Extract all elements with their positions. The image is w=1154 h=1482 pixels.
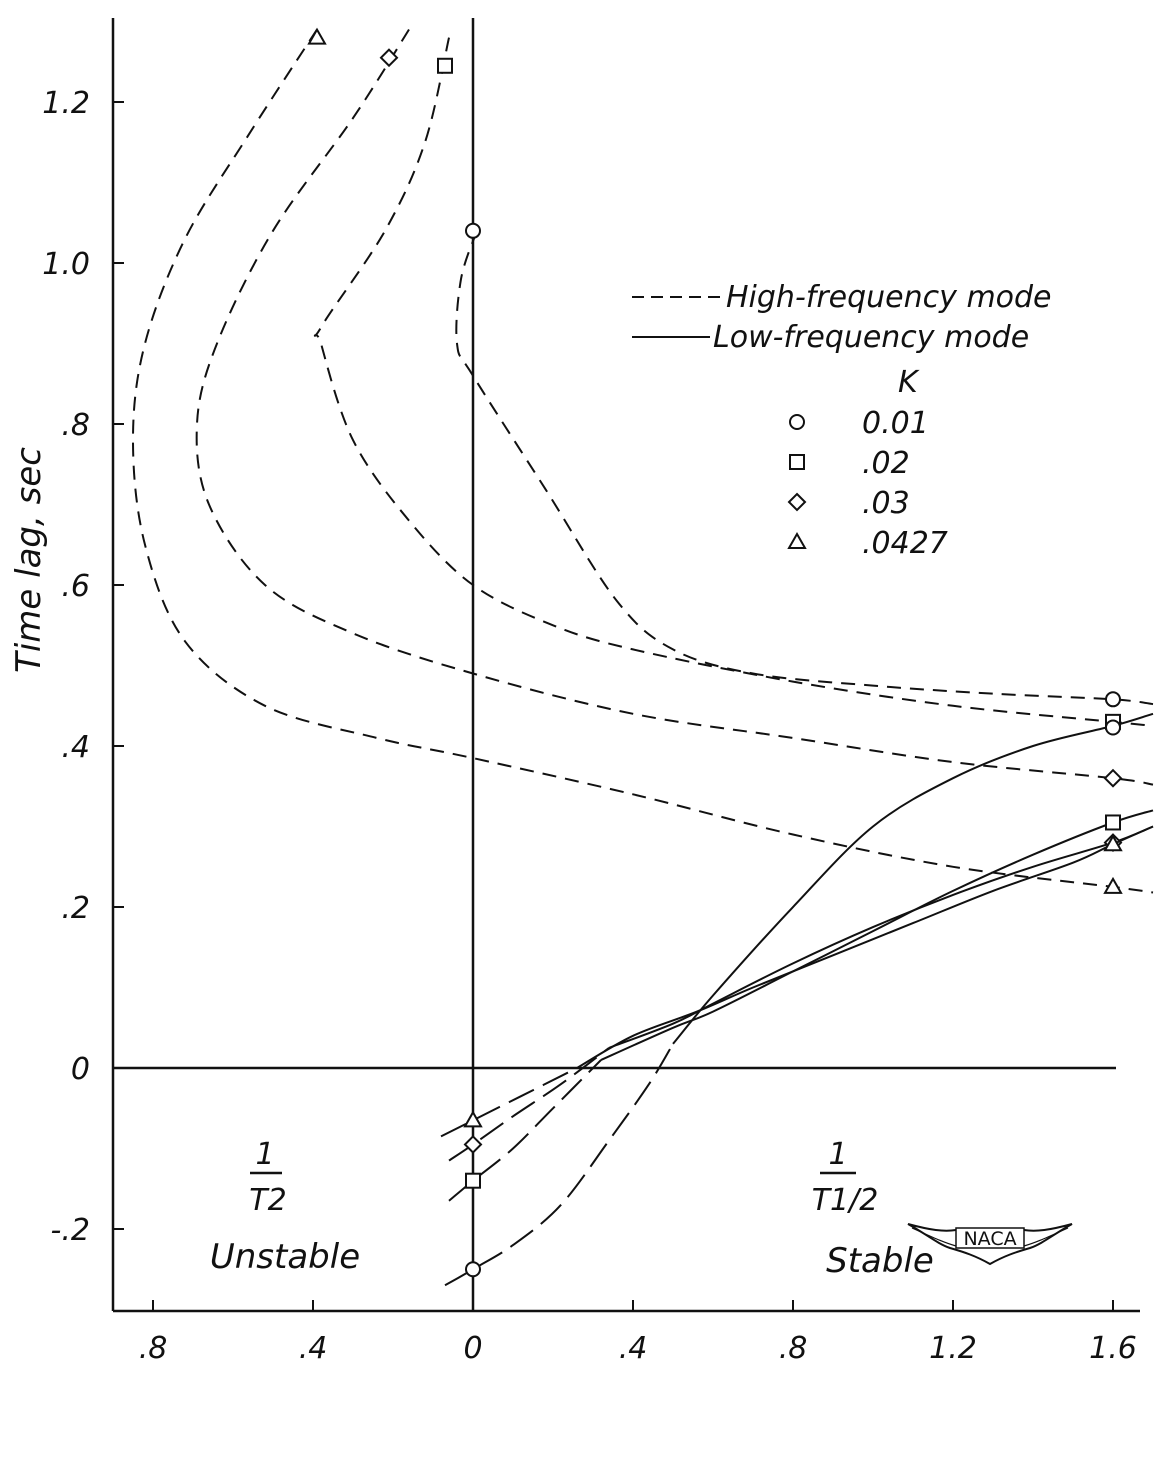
legend-k-label-diamond: .03 <box>862 486 910 521</box>
legend-high-frequency-label: High-frequency mode <box>726 280 1052 315</box>
y-tick-label: 1.0 <box>42 247 90 282</box>
series-line-lf-triangle <box>576 825 1154 1069</box>
y-axis-title: Time lag, sec <box>9 447 49 673</box>
x-label-stable-numerator: 1 <box>828 1137 847 1172</box>
x-label-unstable-denominator: T2 <box>249 1183 286 1218</box>
legend-k-marker-triangle <box>787 531 807 549</box>
point-lf-circle <box>465 1261 481 1278</box>
x-label-unstable: 1 T2 Unstable <box>210 1137 360 1277</box>
point-hf-diamond <box>379 48 399 68</box>
y-tick-label: .8 <box>61 408 90 443</box>
series-line-lf-square-negative <box>448 1059 602 1202</box>
x-label-stable: 1 T1/2 Stable <box>812 1137 934 1281</box>
series-line-hf-diamond <box>195 28 1154 786</box>
point-hf-triangle <box>1103 876 1123 894</box>
legend-k-marker-circle <box>789 414 805 430</box>
x-tick-label: 1.6 <box>1089 1331 1137 1366</box>
naca-logo: NACA <box>907 1223 1073 1266</box>
series-line-lf-diamond-negative <box>448 1047 610 1162</box>
x-tick-label: .8 <box>139 1331 168 1366</box>
legend-k-label-triangle: .0427 <box>862 526 948 561</box>
point-hf-diamond <box>1103 768 1123 788</box>
naca-logo-text: NACA <box>963 1228 1016 1250</box>
x-label-stable-denominator: T1/2 <box>812 1183 879 1218</box>
y-tick-label: 0 <box>71 1052 90 1087</box>
y-tick-label: 1.2 <box>42 86 90 121</box>
point-hf-circle <box>1105 691 1121 708</box>
series-line-hf-square <box>313 37 1154 727</box>
x-label-unstable-numerator: 1 <box>255 1137 274 1172</box>
y-tick-label: .6 <box>61 569 90 604</box>
series-line-hf-circle <box>455 230 1154 706</box>
x-tick-label: .8 <box>779 1331 808 1366</box>
point-lf-square <box>465 1172 481 1189</box>
plot-area: .8 .4 0 .4 .8 1.2 1.6 1.2 1.0 .8 .6 .4 .2 0 -.2 <box>42 18 1154 1366</box>
x-label-stable-caption: Stable <box>826 1241 934 1281</box>
x-tick-label: 1.2 <box>929 1331 977 1366</box>
legend-k-entries: 0.01 .02 .03 .0427 <box>787 406 948 561</box>
legend-k-label-circle: 0.01 <box>862 406 929 441</box>
point-lf-diamond <box>463 1135 483 1154</box>
x-tick-label: .4 <box>299 1331 328 1366</box>
y-tick-label: -.2 <box>51 1213 90 1248</box>
point-hf-circle <box>465 222 481 239</box>
legend-k-marker-square <box>789 454 805 470</box>
point-lf-circle <box>1105 719 1121 736</box>
y-tick-label: .4 <box>61 730 90 765</box>
legend-low-frequency-label: Low-frequency mode <box>713 320 1029 355</box>
x-tick-label: 0 <box>463 1331 482 1366</box>
series-line-lf-square <box>600 809 1154 1061</box>
series-line-hf-triangle <box>131 28 1154 894</box>
legend-k-label-square: .02 <box>862 446 910 481</box>
legend-k-header: K <box>898 365 920 400</box>
y-tick-label: .2 <box>61 891 90 926</box>
legend: High-frequency mode Low-frequency mode K… <box>632 280 1052 561</box>
point-lf-triangle <box>1103 834 1123 852</box>
series-line-lf-circle <box>672 712 1154 1045</box>
point-lf-square <box>1105 814 1121 831</box>
legend-k-marker-diamond <box>787 492 807 512</box>
x-label-unstable-caption: Unstable <box>210 1237 360 1277</box>
series-line-lf-circle-negative <box>444 1043 674 1287</box>
point-hf-triangle <box>307 27 327 45</box>
point-hf-square <box>437 57 453 74</box>
point-lf-triangle <box>463 1110 483 1128</box>
series-line-lf-diamond <box>608 825 1154 1049</box>
series-line-lf-triangle-negative <box>440 1067 578 1138</box>
x-tick-label: .4 <box>619 1331 648 1366</box>
